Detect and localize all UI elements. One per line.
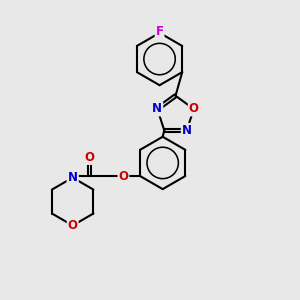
Text: O: O: [118, 169, 128, 182]
Text: F: F: [156, 25, 164, 38]
Text: O: O: [68, 219, 78, 232]
Text: N: N: [152, 103, 162, 116]
Text: N: N: [68, 169, 78, 182]
Text: O: O: [84, 151, 94, 164]
Text: N: N: [182, 124, 192, 137]
Text: N: N: [68, 171, 78, 184]
Text: O: O: [189, 103, 199, 116]
